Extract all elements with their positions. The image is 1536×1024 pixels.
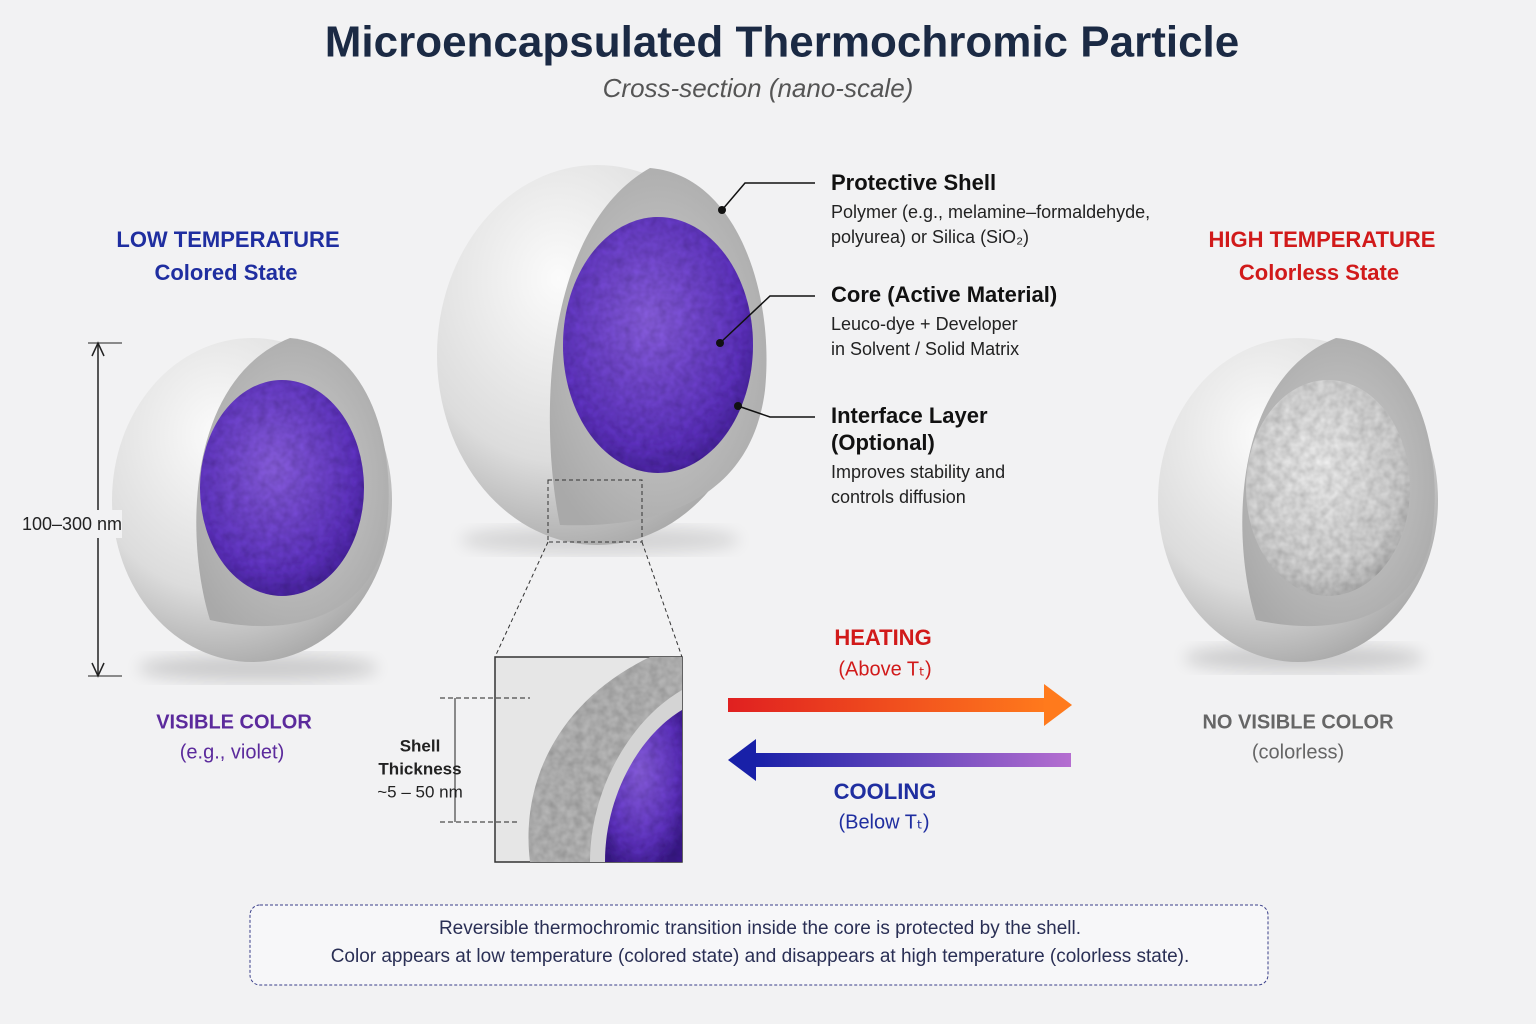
left-state: Colored State — [154, 260, 297, 285]
callout-text: controls diffusion — [831, 487, 966, 507]
inset-line: ~5 – 50 nm — [377, 782, 463, 801]
leader-dot — [716, 339, 724, 347]
core — [1246, 380, 1410, 596]
footer-box — [249, 904, 1269, 986]
left-heading: LOW TEMPERATURE — [116, 227, 339, 252]
heating-arrow — [728, 698, 1048, 712]
heating-note: (Above Tₜ) — [838, 658, 931, 680]
shadow — [138, 654, 378, 682]
leader — [721, 182, 815, 211]
subtitle: Cross-section (nano-scale) — [603, 73, 914, 103]
leader-dot — [734, 402, 742, 410]
footer-line: Color appears at low temperature (colore… — [331, 946, 1190, 967]
core — [563, 217, 753, 473]
cooling-label: COOLING — [834, 779, 937, 804]
leader — [737, 405, 815, 418]
callout-text: Polymer (e.g., melamine–formaldehyde, — [831, 202, 1150, 222]
cooling-note: (Below Tₜ) — [838, 811, 929, 833]
callout-title: Protective Shell — [831, 170, 996, 195]
left-color-note: (e.g., violet) — [180, 741, 284, 763]
callouts: Protective Shell Polymer (e.g., melamine–… — [831, 170, 1150, 507]
zoom-box — [547, 479, 643, 543]
right-color-label: NO VISIBLE COLOR — [1202, 711, 1394, 733]
inset-core — [605, 710, 682, 862]
heating-label: HEATING — [834, 625, 931, 650]
size-label: 100–300 nm — [22, 514, 122, 534]
right-heading: HIGH TEMPERATURE — [1209, 227, 1436, 252]
inset-line: Thickness — [378, 759, 461, 778]
callout-text: in Solvent / Solid Matrix — [831, 339, 1019, 359]
leader — [719, 295, 815, 344]
footer-line: Reversible thermochromic transition insi… — [439, 918, 1081, 939]
heating-arrowhead — [1044, 684, 1072, 726]
cooling-arrowhead — [728, 739, 756, 781]
callout-text: Leuco-dye + Developer — [831, 314, 1018, 334]
left-color-label: VISIBLE COLOR — [156, 711, 312, 733]
callout-title: (Optional) — [831, 430, 935, 455]
footer: Reversible thermochromic transition insi… — [331, 918, 1190, 967]
core — [200, 380, 364, 596]
zoom-lines — [494, 541, 683, 658]
right-color-note: (colorless) — [1252, 741, 1344, 763]
right-state: Colorless State — [1239, 260, 1399, 285]
callout-title: Core (Active Material) — [831, 282, 1057, 307]
label-bg — [22, 510, 122, 538]
thickness-guides — [440, 697, 530, 823]
leader-dot — [718, 206, 726, 214]
cooling-arrow — [754, 753, 1071, 767]
inset-detail — [528, 657, 682, 862]
callout-text: Improves stability and — [831, 462, 1005, 482]
callout-text: polyurea) or Silica (SiO₂) — [831, 227, 1029, 247]
inset-line: Shell — [400, 736, 441, 755]
size-arrows — [91, 341, 105, 678]
title: Microencapsulated Thermochromic Particle — [325, 18, 1240, 67]
inset-label: Shell Thickness ~5 – 50 nm — [377, 736, 463, 801]
callout-title: Interface Layer — [831, 403, 988, 428]
